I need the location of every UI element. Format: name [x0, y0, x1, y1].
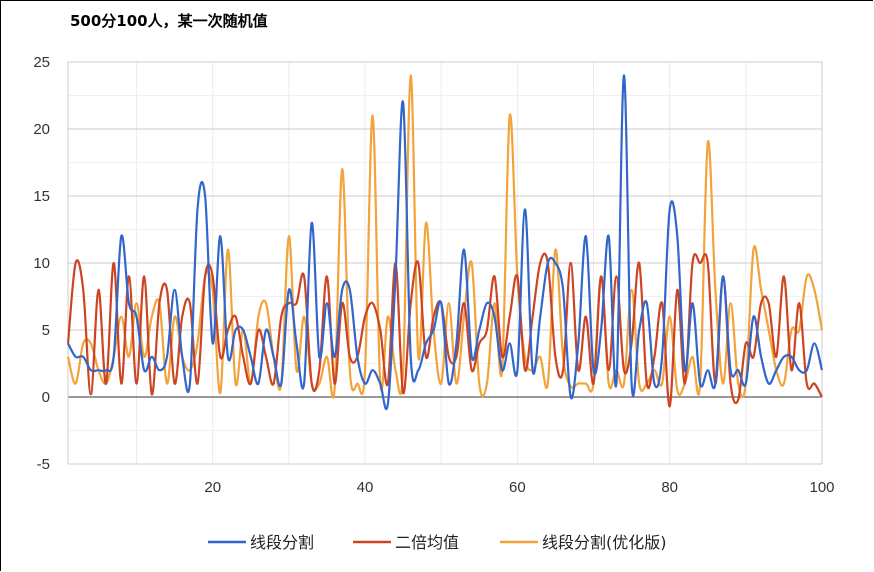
- series-line-1: [67, 74, 824, 410]
- x-tick-label: 100: [809, 479, 834, 496]
- y-tick-label: 20: [33, 121, 50, 138]
- y-tick-label: 10: [33, 255, 50, 272]
- y-tick-label: 0: [42, 389, 50, 406]
- x-tick-label: 40: [357, 479, 374, 496]
- chart-title: 500分100人，某一次随机值: [70, 12, 268, 30]
- y-tick-label: 25: [33, 54, 50, 71]
- x-tick-label: 20: [204, 479, 221, 496]
- y-tick-label: 5: [42, 322, 50, 339]
- legend-label: 二倍均值: [395, 533, 459, 552]
- legend-label: 线段分割: [250, 533, 314, 552]
- x-tick-label: 60: [509, 479, 526, 496]
- x-tick-label: 80: [661, 479, 678, 496]
- legend-label: 线段分割(优化版): [542, 533, 667, 552]
- series-line-3: [66, 74, 824, 399]
- y-tick-label: 15: [33, 188, 50, 205]
- y-tick-label: -5: [37, 456, 50, 473]
